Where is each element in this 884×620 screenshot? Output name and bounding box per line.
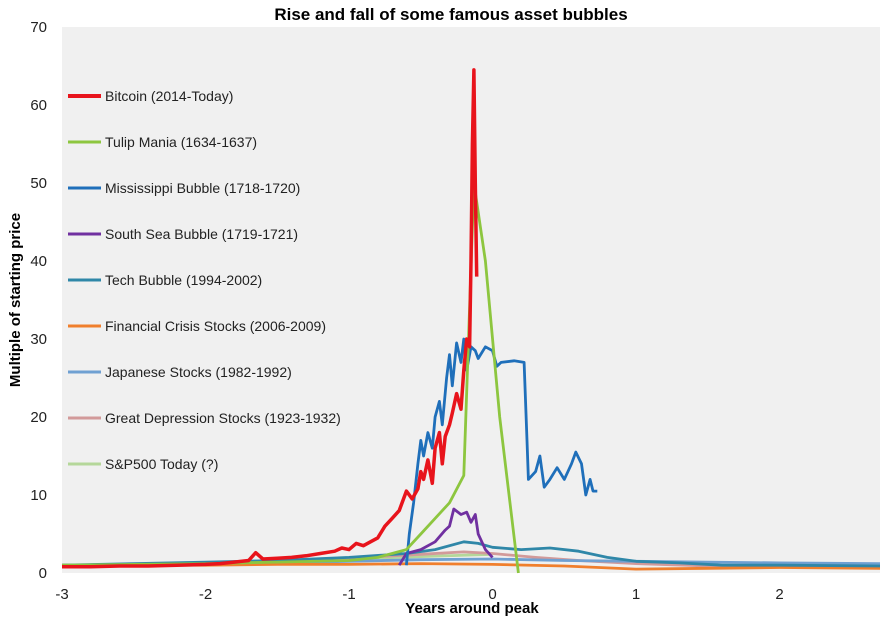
x-axis-label: Years around peak: [405, 600, 539, 617]
legend-label-3: South Sea Bubble (1719-1721): [105, 226, 298, 242]
x-tick-label-2: -1: [342, 586, 355, 603]
y-axis-ticks: 0 10 20 30 40 50 60 70: [30, 19, 47, 582]
chart-title: Rise and fall of some famous asset bubbl…: [274, 5, 627, 24]
y-axis-label: Multiple of starting price: [7, 213, 24, 387]
y-tick-label-5: 50: [30, 175, 47, 192]
y-tick-label-1: 10: [30, 487, 47, 504]
legend-label-8: S&P500 Today (?): [105, 456, 218, 472]
y-tick-label-2: 20: [30, 409, 47, 426]
series-layer: [61, 68, 881, 574]
legend: Bitcoin (2014-Today) Tulip Mania (1634-16…: [68, 88, 341, 472]
x-tick-label-3: 0: [488, 586, 496, 603]
x-tick-label-4: 1: [632, 586, 640, 603]
series-line-4: [61, 540, 881, 568]
legend-label-6: Japanese Stocks (1982-1992): [105, 364, 292, 380]
x-tick-label-5: 2: [775, 586, 783, 603]
series-line-0: [62, 68, 479, 569]
x-axis-ticks: -3 -2 -1 0 1 2: [55, 586, 783, 603]
x-tick-label-0: -3: [55, 586, 68, 603]
legend-label-1: Tulip Mania (1634-1637): [105, 134, 257, 150]
y-tick-label-6: 60: [30, 97, 47, 114]
legend-label-2: Mississippi Bubble (1718-1720): [105, 180, 300, 196]
y-tick-label-3: 30: [30, 331, 47, 348]
legend-label-4: Tech Bubble (1994-2002): [105, 272, 262, 288]
x-tick-label-1: -2: [199, 586, 212, 603]
y-tick-label-7: 70: [30, 19, 47, 36]
series-line-2: [405, 337, 598, 566]
y-tick-label-4: 40: [30, 253, 47, 270]
legend-label-7: Great Depression Stocks (1923-1932): [105, 410, 341, 426]
legend-label-5: Financial Crisis Stocks (2006-2009): [105, 318, 326, 334]
y-tick-label-0: 0: [39, 565, 47, 582]
legend-label-0: Bitcoin (2014-Today): [105, 88, 233, 104]
series-line-3: [398, 507, 494, 566]
